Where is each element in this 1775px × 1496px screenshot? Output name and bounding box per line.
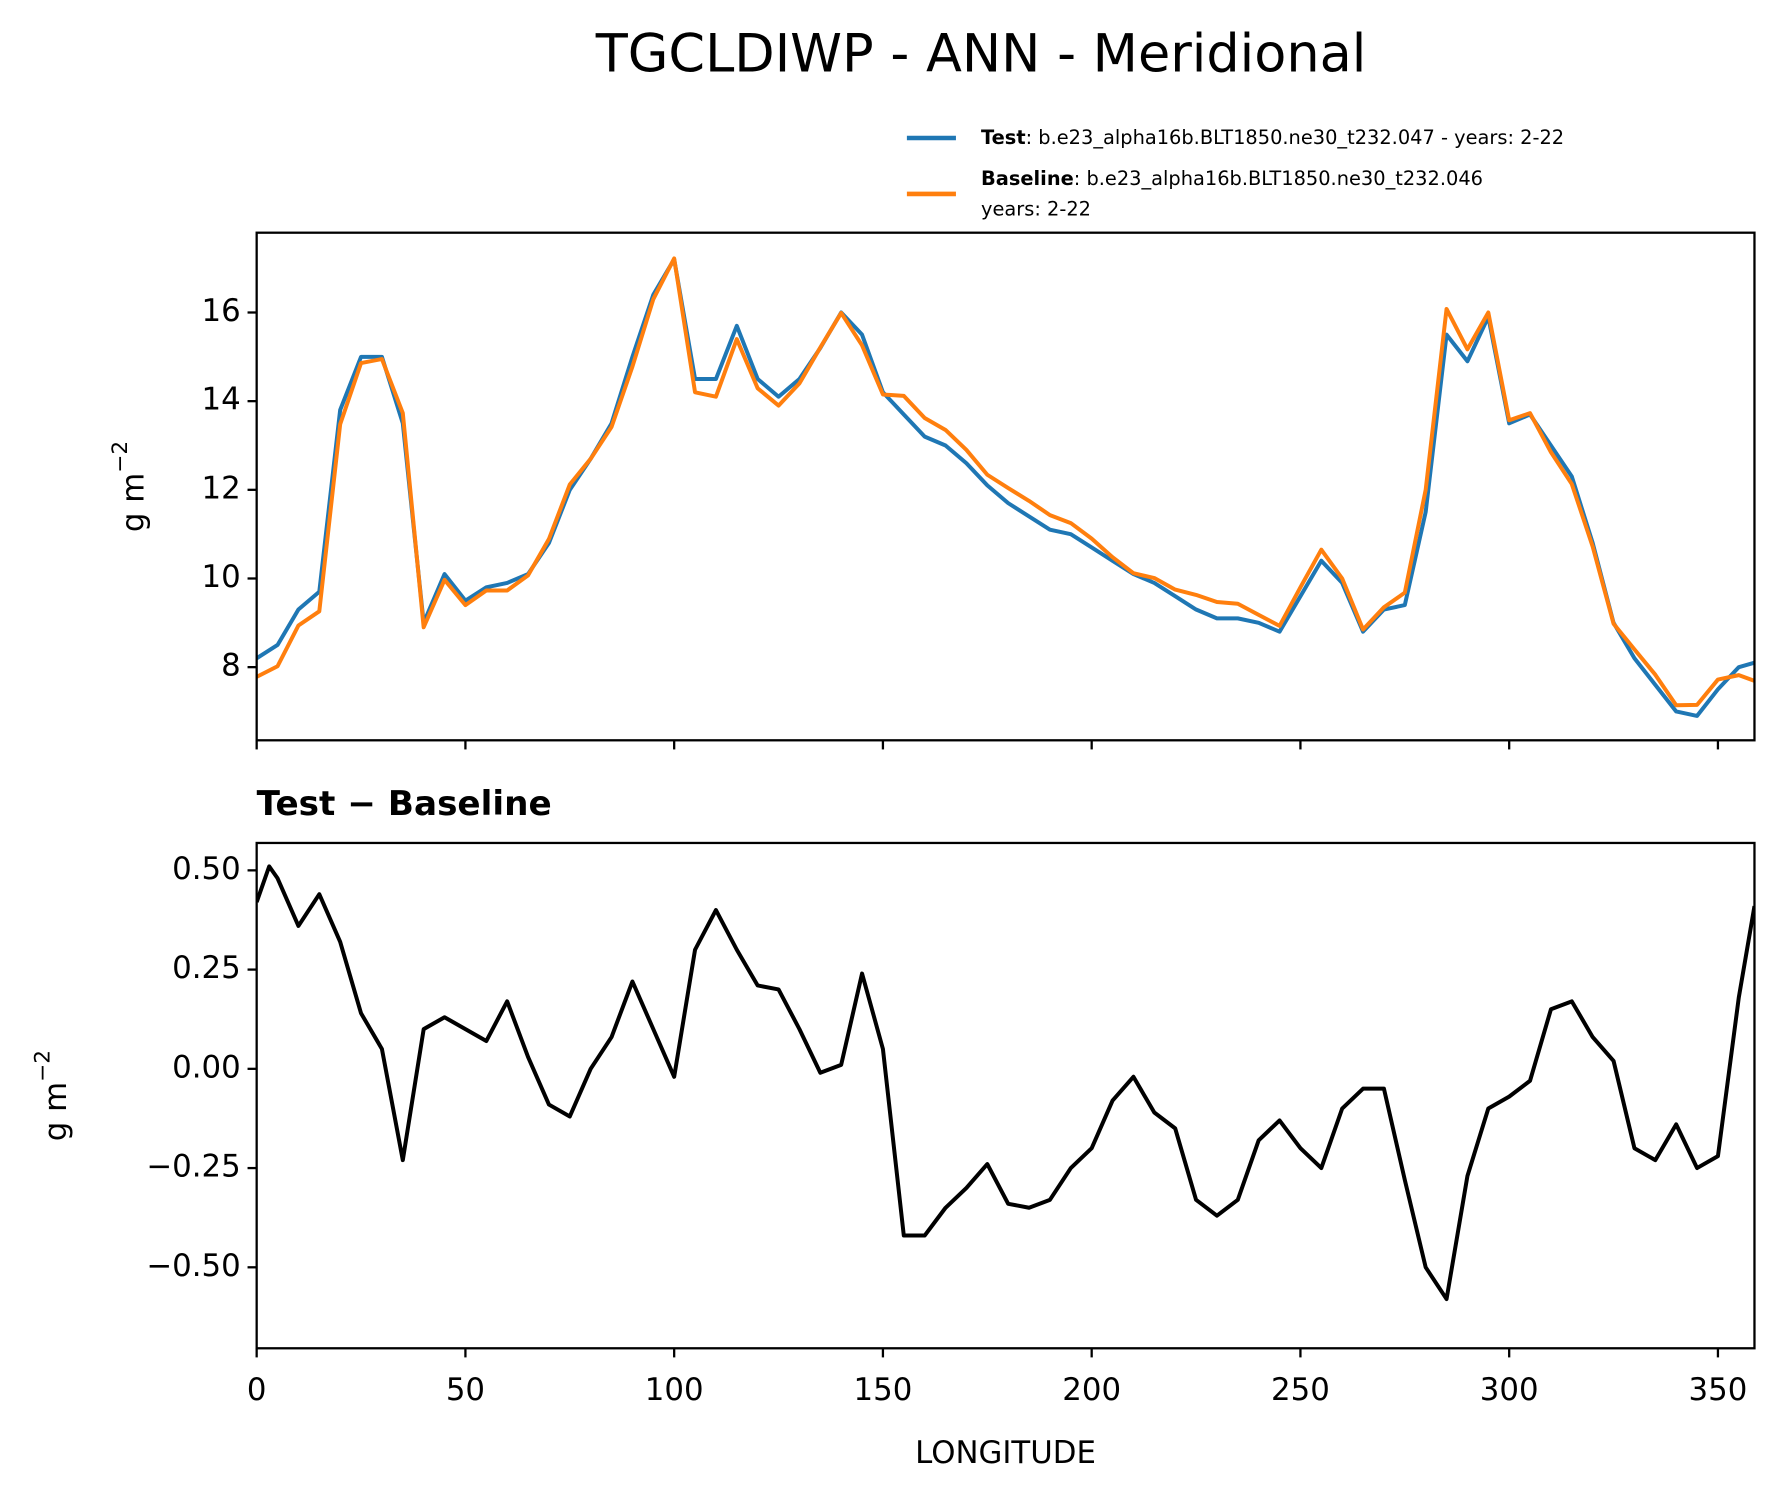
legend-label: Baseline: b.e23_alpha16b.BLT1850.ne30_t2… [981,167,1483,190]
x-tick-label: 0 [247,1372,267,1408]
y-tick-label: 0.00 [172,1049,241,1085]
x-tick-label: 250 [1271,1372,1330,1408]
x-tick-label: 200 [1062,1372,1121,1408]
data-line [256,864,1755,1302]
x-axis-label: LONGITUDE [915,1435,1096,1471]
y-tick-label: 14 [202,382,241,418]
x-tick-label: 300 [1480,1372,1539,1408]
y-tick-label: 10 [202,559,241,595]
y-tick-label: 0.50 [172,851,241,887]
y-label-exponent: −2 [108,441,133,473]
axes-frame [255,841,1756,1350]
y-label-base: g m [115,473,151,532]
x-tick-label: 50 [446,1372,485,1408]
data-line [256,257,1755,718]
legend-description: : b.e23_alpha16b.BLT1850.ne30_t232.047 -… [1026,126,1565,149]
legend-name: Test [981,126,1026,149]
y-label-base: g m [38,1082,74,1141]
subtitle: Test − Baseline [257,784,552,824]
y-axis-label: g m−2 [30,1050,73,1141]
x-tick-label: 100 [645,1372,704,1408]
chart-title: TGCLDIWP - ANN - Meridional [595,24,1367,85]
legend-name: Baseline [981,167,1074,190]
y-label-exponent: −2 [30,1050,55,1082]
axes-frame [255,231,1756,742]
y-tick-label: −0.50 [146,1248,240,1284]
x-tick-label: 150 [854,1372,913,1408]
y-tick-label: 12 [202,470,241,506]
x-tick-label: 350 [1689,1372,1748,1408]
y-axis-label: g m−2 [108,441,151,532]
legend-description: : b.e23_alpha16b.BLT1850.ne30_t232.046 [1074,167,1483,190]
legend-label-line2: years: 2-22 [981,197,1091,220]
y-tick-label: 16 [202,293,241,329]
y-tick-label: 0.25 [172,950,241,986]
y-tick-label: −0.25 [146,1149,240,1185]
legend-label: Test: b.e23_alpha16b.BLT1850.ne30_t232.0… [981,126,1564,149]
y-tick-label: 8 [221,648,241,684]
data-line [256,256,1755,708]
